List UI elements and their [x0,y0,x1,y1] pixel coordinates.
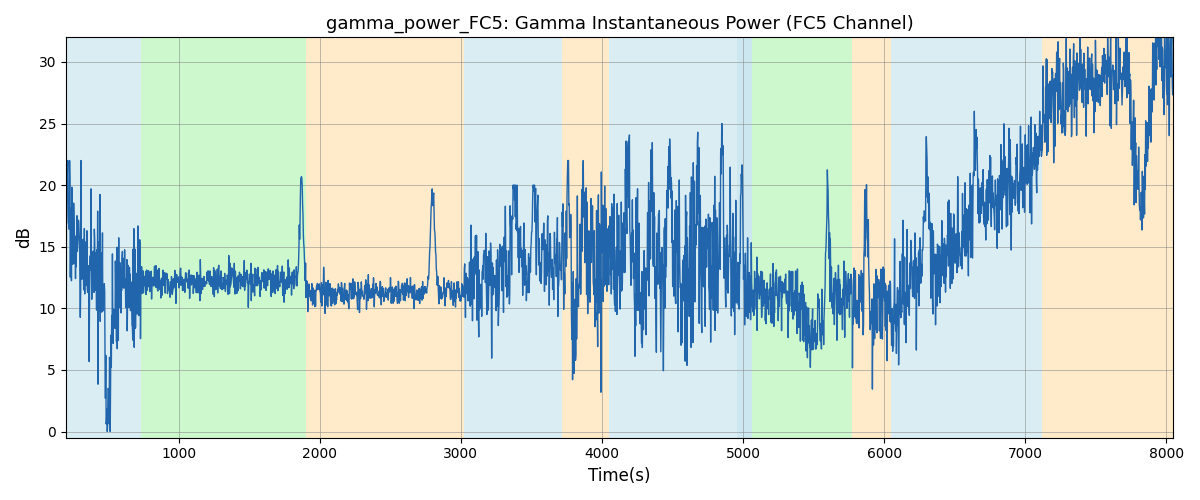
Bar [563,38,610,438]
Bar [1042,38,1194,438]
Title: gamma_power_FC5: Gamma Instantaneous Power (FC5 Channel): gamma_power_FC5: Gamma Instantaneous Pow… [325,15,913,34]
Bar [852,38,892,438]
Bar [892,38,1042,438]
Bar [140,38,306,438]
Bar [463,38,563,438]
Bar [751,38,852,438]
Bar [610,38,738,438]
Y-axis label: dB: dB [16,226,34,248]
Bar [66,38,140,438]
Bar [738,38,751,438]
Bar [306,38,463,438]
X-axis label: Time(s): Time(s) [588,467,650,485]
